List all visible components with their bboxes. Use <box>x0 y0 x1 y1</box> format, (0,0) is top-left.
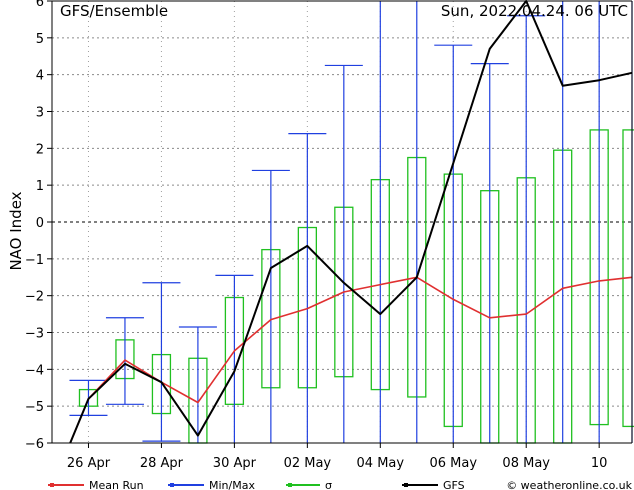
legend-label-sigma: σ <box>325 479 332 490</box>
x-tick-label: 02 May <box>284 456 332 471</box>
legend-marker-gfs <box>404 483 408 487</box>
legend-label-minmax: Min/Max <box>209 479 255 490</box>
y-tick-label: −2 <box>25 290 44 305</box>
y-tick-label: 1 <box>36 179 44 194</box>
y-tick-label: −6 <box>25 437 44 452</box>
y-tick-label: −5 <box>25 400 44 415</box>
chart-title: GFS/Ensemble <box>60 2 168 20</box>
series-line-gfs <box>69 0 633 444</box>
legend-item-minmax: Min/Max <box>168 479 255 490</box>
y-tick-label: −3 <box>25 327 44 342</box>
y-tick-label: 3 <box>36 106 44 121</box>
legend-marker-mean-run <box>50 483 54 487</box>
y-tick-label: 6 <box>36 0 44 10</box>
chart-run-info: Sun, 2022.04.24. 06 UTC <box>441 2 628 20</box>
legend-label-gfs: GFS <box>443 479 465 490</box>
legend-marker-sigma <box>288 483 292 487</box>
legend-label-mean-run: Mean Run <box>89 479 144 490</box>
x-tick-label: 10 <box>591 456 608 471</box>
legend: Mean Run Min/Max σ GFS © weatheronline.c… <box>48 479 633 490</box>
x-tick-label: 04 May <box>357 456 405 471</box>
x-tick-label: 26 Apr <box>67 456 111 471</box>
series-line-mean-run <box>69 276 633 444</box>
y-tick-label: 4 <box>36 69 44 84</box>
series-lines <box>69 0 633 444</box>
y-tick-label: −1 <box>25 253 44 268</box>
x-tick-label: 28 Apr <box>140 456 184 471</box>
legend-item-sigma: σ <box>286 479 332 490</box>
y-tick-label: 2 <box>36 142 44 157</box>
x-tick-label: 30 Apr <box>213 456 257 471</box>
y-tick-label: 5 <box>36 32 44 47</box>
legend-item-mean-run: Mean Run <box>48 479 144 490</box>
tick-labels: −6 −5 −4 −3 −2 −1 0 1 2 3 4 5 6 26 Apr 28 Apr 30 Apr 02 … <box>25 0 608 471</box>
legend-item-gfs: GFS <box>402 479 465 490</box>
legend-marker-minmax <box>170 483 174 487</box>
y-tick-label: −4 <box>25 363 44 378</box>
y-axis-label: NAO Index <box>7 191 25 270</box>
x-tick-label: 08 May <box>502 456 550 471</box>
y-tick-label: 0 <box>36 216 44 231</box>
x-tick-label: 06 May <box>429 456 477 471</box>
credit-text: © weatheronline.co.uk <box>506 479 632 490</box>
